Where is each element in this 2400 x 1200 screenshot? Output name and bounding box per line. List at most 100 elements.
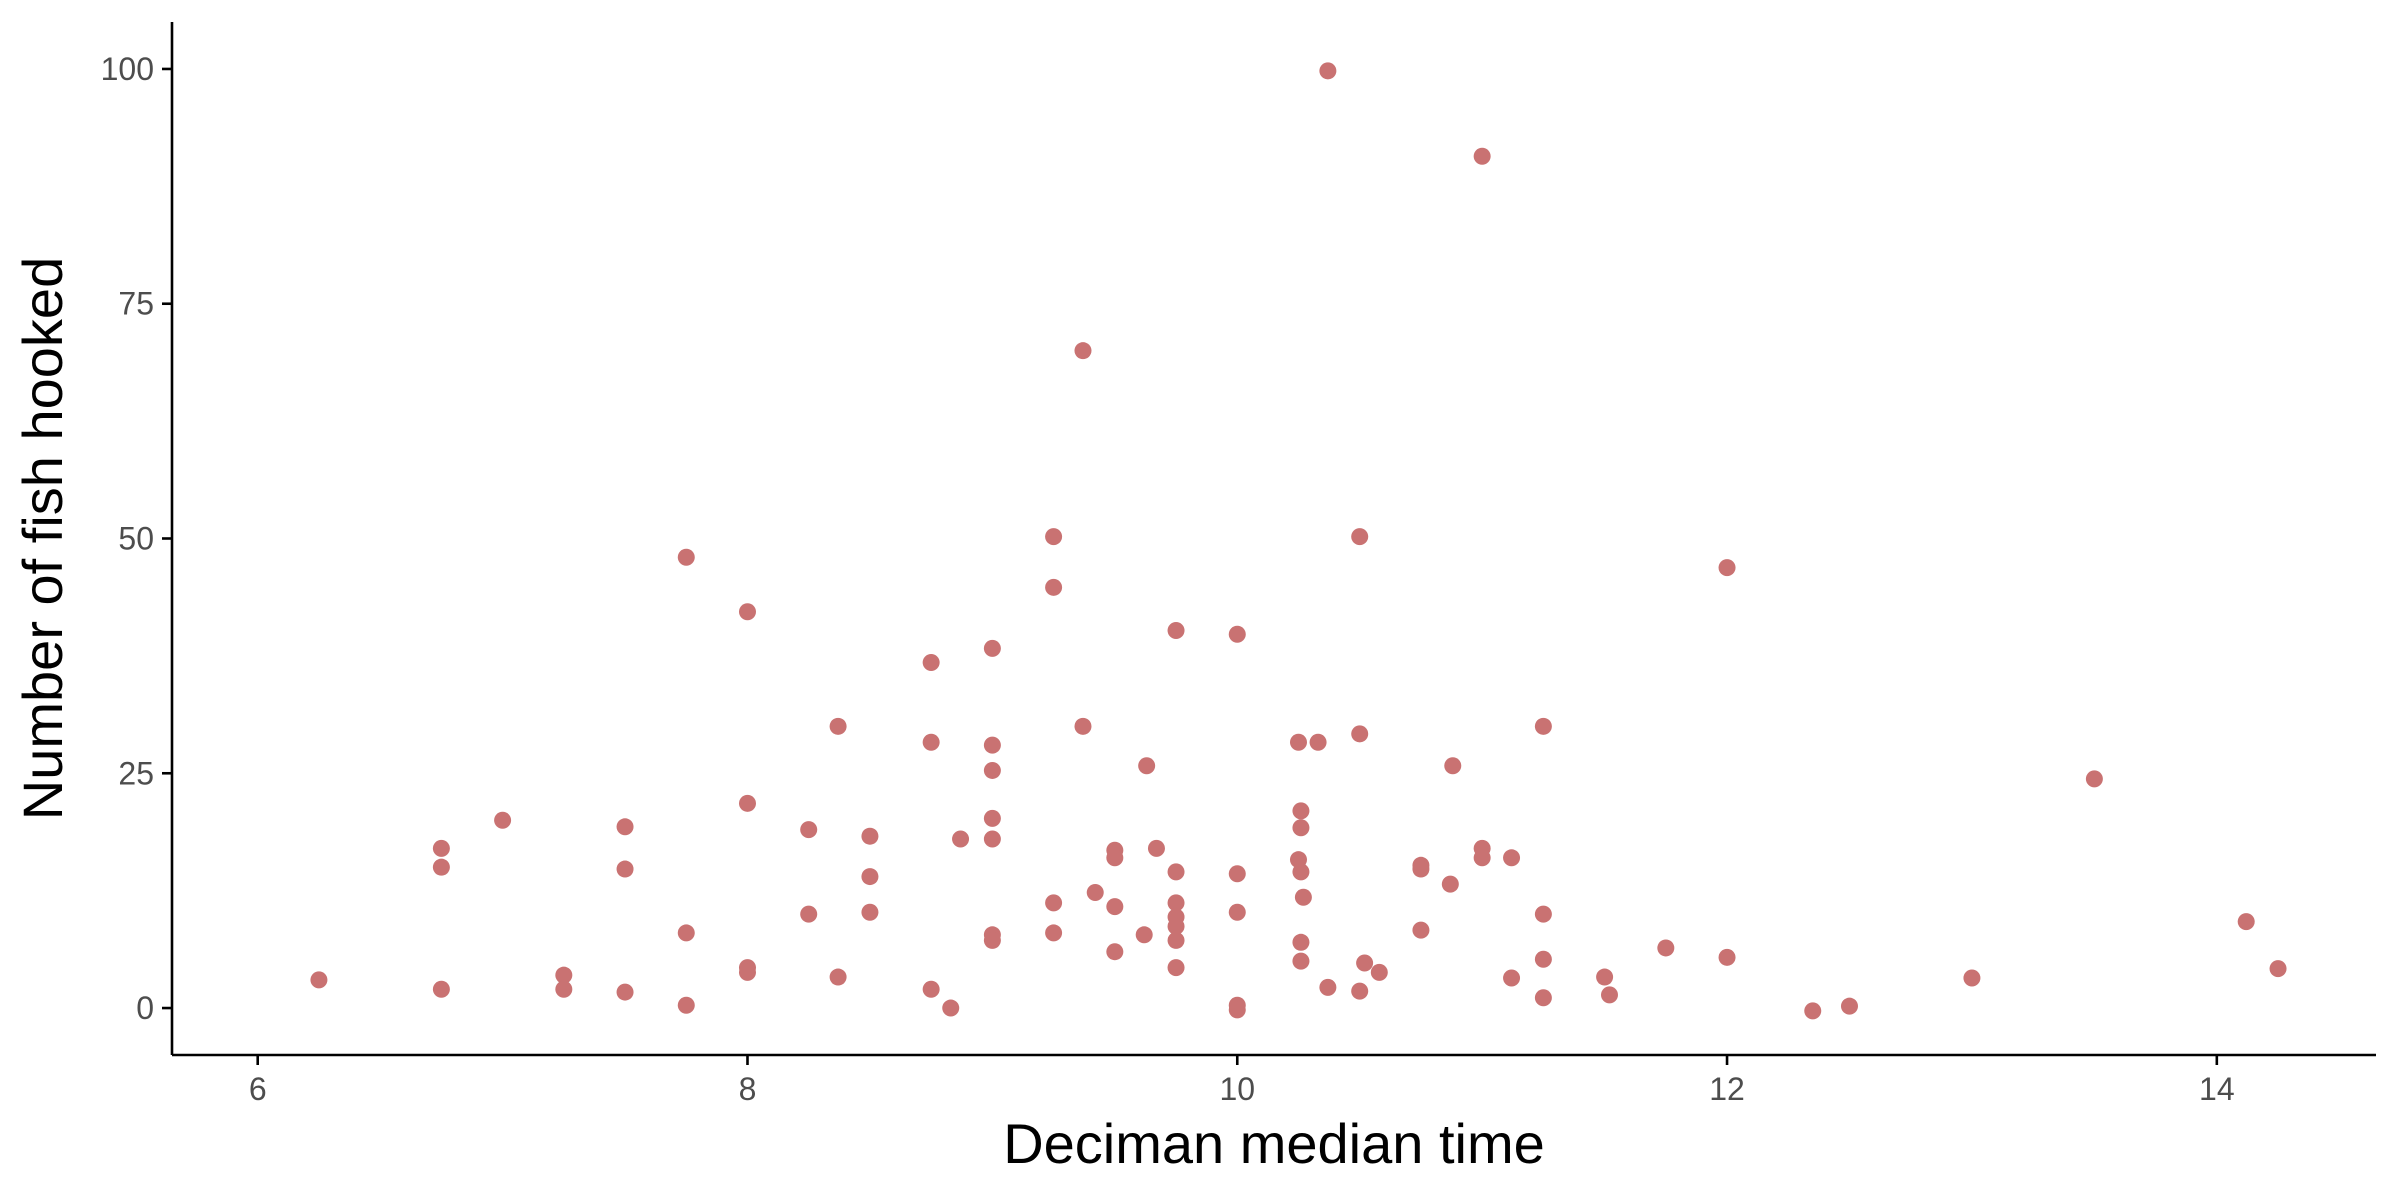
data-point <box>800 821 818 839</box>
x-tick-label: 8 <box>739 1071 757 1107</box>
data-point <box>1351 528 1369 546</box>
data-point <box>616 983 634 1001</box>
data-point <box>1319 62 1337 80</box>
data-point <box>432 839 450 857</box>
x-tick-label: 6 <box>249 1071 267 1107</box>
x-tick-label: 14 <box>2199 1071 2235 1107</box>
data-point <box>1503 969 1521 987</box>
data-point <box>1473 849 1491 867</box>
data-point <box>1167 917 1185 935</box>
data-point <box>1167 894 1185 912</box>
data-point <box>494 811 512 829</box>
data-point <box>1106 849 1124 867</box>
data-point <box>1351 725 1369 743</box>
data-point <box>1228 625 1246 643</box>
data-point <box>1473 147 1491 165</box>
data-point <box>1804 1002 1822 1020</box>
data-point <box>616 860 634 878</box>
data-point <box>1534 717 1552 735</box>
data-point <box>738 963 756 981</box>
data-point <box>1167 622 1185 640</box>
data-point <box>1292 952 1310 970</box>
data-point <box>1444 757 1462 775</box>
x-axis-ticks: 6 8 10 12 14 <box>249 1055 2235 1107</box>
x-tick-label: 12 <box>1709 1071 1745 1107</box>
data-point <box>861 868 879 886</box>
data-point <box>1106 943 1124 961</box>
data-point <box>555 966 573 984</box>
data-point <box>738 794 756 812</box>
data-point <box>2085 770 2103 788</box>
data-point <box>1074 717 1092 735</box>
data-point <box>2269 960 2287 978</box>
data-point <box>1534 905 1552 923</box>
data-point <box>1228 865 1246 883</box>
data-point <box>1045 924 1063 942</box>
data-point <box>1963 969 1981 987</box>
data-points <box>310 62 2287 1020</box>
data-point <box>1292 802 1310 820</box>
data-point <box>983 761 1001 779</box>
data-point <box>922 980 940 998</box>
data-point <box>1294 888 1312 906</box>
data-point <box>1309 733 1327 751</box>
data-point <box>983 830 1001 848</box>
data-point <box>1356 954 1374 972</box>
data-point <box>1412 921 1430 939</box>
data-point <box>1718 559 1736 577</box>
data-point <box>1534 950 1552 968</box>
data-point <box>1289 733 1307 751</box>
data-point <box>677 548 695 566</box>
data-point <box>1167 931 1185 949</box>
data-point <box>952 830 970 848</box>
data-point <box>1718 948 1736 966</box>
data-point <box>677 996 695 1014</box>
data-point <box>1228 1001 1246 1019</box>
data-point <box>1106 898 1124 916</box>
data-point <box>829 968 847 986</box>
data-point <box>1135 926 1153 944</box>
data-point <box>1319 978 1337 996</box>
data-point <box>432 980 450 998</box>
data-point <box>1045 894 1063 912</box>
data-point <box>861 827 879 845</box>
x-axis-title: Deciman median time <box>1003 1112 1545 1175</box>
data-point <box>922 653 940 671</box>
data-point <box>922 733 940 751</box>
data-point <box>829 717 847 735</box>
data-point <box>983 809 1001 827</box>
data-point <box>1045 528 1063 546</box>
data-point <box>1138 757 1156 775</box>
data-point <box>1228 903 1246 921</box>
data-point <box>1534 989 1552 1007</box>
data-point <box>983 931 1001 949</box>
data-point <box>1292 819 1310 837</box>
data-point <box>432 858 450 876</box>
data-point <box>1147 839 1165 857</box>
y-tick-label: 100 <box>101 51 154 87</box>
data-point <box>1292 933 1310 951</box>
data-point <box>861 903 879 921</box>
data-point <box>1840 997 1858 1015</box>
y-axis-title: Number of fish hooked <box>11 257 74 820</box>
data-point <box>1292 863 1310 881</box>
x-tick-label: 10 <box>1219 1071 1255 1107</box>
data-point <box>1074 342 1092 360</box>
y-tick-label: 0 <box>136 990 154 1026</box>
data-point <box>983 736 1001 754</box>
data-point <box>1596 968 1614 986</box>
data-point <box>616 818 634 836</box>
data-point <box>1167 863 1185 881</box>
data-point <box>942 999 960 1017</box>
data-point <box>1045 578 1063 596</box>
data-point <box>1503 849 1521 867</box>
data-point <box>1600 986 1618 1004</box>
axes <box>170 22 2376 1057</box>
data-point <box>1412 860 1430 878</box>
data-point <box>1370 963 1388 981</box>
data-point <box>2237 913 2255 931</box>
y-axis-ticks: 0 25 50 75 100 <box>101 51 172 1026</box>
data-point <box>1441 875 1459 893</box>
